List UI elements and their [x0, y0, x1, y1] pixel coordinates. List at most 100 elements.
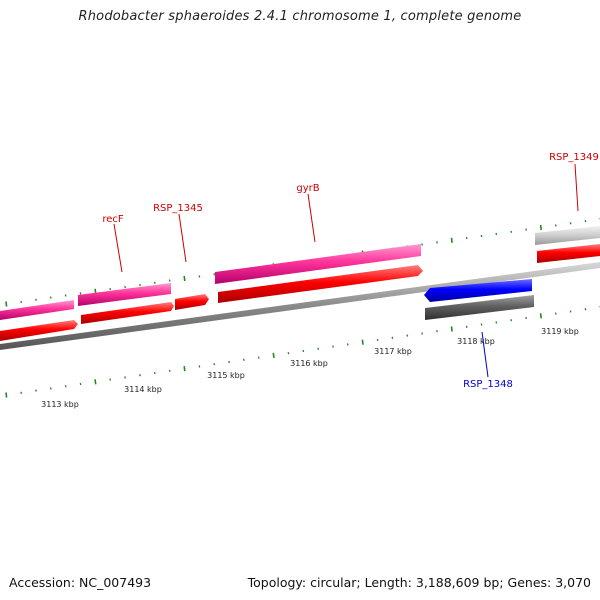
- grey-cds-feature[interactable]: [535, 226, 600, 245]
- kbp-label: 3113 kbp: [41, 400, 79, 409]
- cds-feature[interactable]: [215, 244, 421, 284]
- minor-scale-tick: [168, 369, 171, 372]
- minor-scale-tick: [435, 329, 438, 333]
- minor-scale-tick: [153, 281, 156, 284]
- inner-scale-ticks: [5, 306, 600, 398]
- minor-scale-tick: [525, 228, 528, 231]
- minor-scale-tick: [168, 279, 171, 282]
- minor-scale-tick: [79, 382, 82, 386]
- kbp-label: 3115 kbp: [207, 371, 245, 380]
- minor-scale-tick: [109, 287, 112, 291]
- minor-scale-tick: [584, 219, 587, 223]
- major-scale-tick: [94, 379, 97, 385]
- gene-label-rsp-1349[interactable]: RSP_1349: [549, 152, 599, 212]
- minor-scale-tick: [510, 230, 513, 233]
- minor-scale-tick: [346, 343, 349, 346]
- minor-scale-tick: [257, 356, 260, 359]
- reverse-gene-feature[interactable]: [425, 295, 534, 320]
- gene-label-rsp-1345[interactable]: RSP_1345: [153, 203, 203, 263]
- minor-scale-tick: [332, 345, 334, 348]
- major-scale-tick: [5, 392, 8, 398]
- minor-scale-tick: [480, 323, 483, 326]
- minor-scale-tick: [406, 334, 409, 337]
- minor-scale-tick: [421, 332, 424, 335]
- gene-feature[interactable]: [81, 302, 174, 324]
- minor-scale-tick: [584, 307, 587, 311]
- kbp-label: 3116 kbp: [290, 359, 328, 368]
- minor-scale-tick: [569, 310, 572, 313]
- gene-label-recf[interactable]: recF: [102, 214, 124, 273]
- minor-scale-tick: [198, 365, 201, 368]
- minor-scale-tick: [20, 391, 23, 394]
- svg-text:RSP_1348: RSP_1348: [463, 379, 513, 390]
- minor-scale-tick: [49, 296, 52, 299]
- minor-scale-tick: [213, 363, 216, 366]
- minor-scale-tick: [391, 336, 394, 339]
- genome-backbone: [0, 262, 600, 350]
- minor-scale-tick: [376, 338, 379, 342]
- major-scale-tick: [183, 275, 186, 282]
- minor-scale-tick: [213, 273, 216, 276]
- accession-label: Accession: NC_007493: [9, 575, 152, 590]
- minor-scale-tick: [480, 234, 483, 238]
- minor-scale-tick: [124, 285, 127, 289]
- minor-scale-tick: [554, 312, 557, 315]
- cds-feature[interactable]: [78, 283, 171, 306]
- minor-scale-tick: [198, 275, 201, 278]
- minor-scale-tick: [79, 292, 82, 295]
- minor-scale-tick: [124, 376, 127, 379]
- gene-feature[interactable]: [537, 244, 600, 263]
- major-scale-tick: [5, 301, 8, 307]
- cds-feature[interactable]: [0, 300, 74, 320]
- minor-scale-tick: [109, 378, 112, 381]
- kbp-labels: 3113 kbp 3114 kbp 3115 kbp 3116 kbp 3117…: [41, 327, 579, 409]
- minor-scale-tick: [153, 371, 156, 375]
- minor-scale-tick: [465, 325, 468, 328]
- minor-scale-tick: [139, 374, 141, 377]
- major-scale-tick: [450, 237, 453, 243]
- minor-scale-tick: [49, 387, 52, 390]
- minor-scale-tick: [510, 319, 513, 322]
- minor-scale-tick: [64, 385, 67, 388]
- minor-scale-tick: [302, 349, 305, 353]
- minor-scale-tick: [525, 316, 528, 320]
- major-scale-tick: [272, 352, 275, 358]
- major-scale-tick: [361, 339, 364, 345]
- svg-text:RSP_1349: RSP_1349: [549, 152, 599, 163]
- major-scale-tick: [539, 224, 542, 231]
- major-scale-tick: [539, 313, 542, 319]
- minor-scale-tick: [287, 351, 290, 355]
- minor-scale-tick: [569, 222, 572, 225]
- reverse-cds-feature[interactable]: [424, 279, 532, 302]
- minor-scale-tick: [554, 224, 557, 227]
- major-scale-tick: [450, 326, 453, 332]
- svg-text:RSP_1345: RSP_1345: [153, 203, 203, 214]
- gene-feature[interactable]: [218, 265, 423, 303]
- genome-summary: Topology: circular; Length: 3,188,609 bp…: [247, 575, 591, 590]
- minor-scale-tick: [435, 241, 438, 244]
- svg-text:recF: recF: [102, 214, 124, 225]
- kbp-label: 3117 kbp: [374, 347, 412, 356]
- gene-label-rsp-1348[interactable]: RSP_1348: [463, 331, 513, 390]
- kbp-label: 3114 kbp: [124, 385, 162, 394]
- major-scale-tick: [183, 366, 186, 372]
- minor-scale-tick: [20, 300, 23, 304]
- kbp-label: 3119 kbp: [541, 327, 579, 336]
- minor-scale-tick: [465, 236, 468, 240]
- minor-scale-tick: [495, 232, 498, 236]
- minor-scale-tick: [317, 347, 320, 350]
- gene-label-gyrb[interactable]: gyrB: [296, 183, 320, 243]
- kbp-label: 3118 kbp: [457, 337, 495, 346]
- minor-scale-tick: [421, 243, 424, 246]
- minor-scale-tick: [139, 283, 141, 287]
- minor-scale-tick: [228, 360, 230, 364]
- minor-scale-tick: [495, 321, 498, 324]
- gene-feature[interactable]: [0, 320, 78, 341]
- gene-feature[interactable]: [175, 294, 209, 310]
- minor-scale-tick: [64, 294, 67, 297]
- map-title: Rhodobacter sphaeroides 2.4.1 chromosome…: [78, 9, 522, 24]
- minor-scale-tick: [242, 358, 245, 361]
- minor-scale-tick: [35, 389, 37, 392]
- minor-scale-tick: [35, 298, 37, 301]
